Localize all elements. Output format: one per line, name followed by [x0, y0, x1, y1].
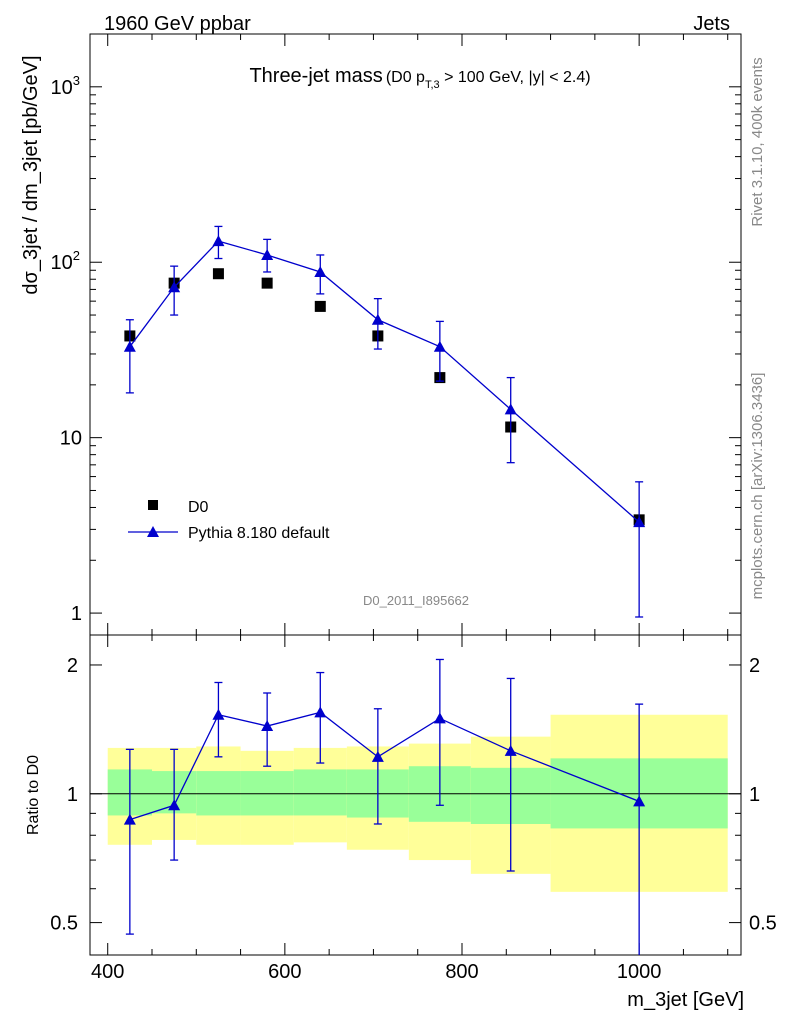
rivet-label: Rivet 3.1.10, 400k events: [749, 57, 766, 226]
header-right: Jets: [693, 13, 730, 35]
pythia-marker: [371, 313, 384, 325]
ratio-y-tick-label-left: 2: [67, 655, 78, 677]
main-frame: [89, 33, 742, 636]
main-series: [123, 225, 646, 618]
ratio-marker: [314, 706, 327, 718]
x-tick-label: 600: [268, 961, 301, 983]
pythia-marker: [433, 340, 446, 352]
d0-marker: [261, 277, 273, 289]
x-tick-label: 800: [445, 961, 478, 983]
title-main: Three-jet mass: [249, 65, 382, 87]
ratio-y-tick-label-right: 2: [749, 655, 760, 677]
d0-marker: [212, 268, 224, 280]
pythia-marker: [504, 403, 517, 415]
pythia-marker: [212, 235, 225, 247]
title-sub-rest: > 100 GeV, |y| < 2.4): [440, 69, 591, 86]
pythia-marker: [314, 265, 327, 277]
ratio-marker: [371, 750, 384, 762]
x-tick-label: 400: [91, 961, 124, 983]
ratio-y-tick-label-right: 1: [749, 784, 760, 806]
ratio-y-tick-label-right: 0.5: [749, 913, 777, 935]
xlabel: m_3jet [GeV]: [627, 989, 744, 1011]
title-sub-index: T,3: [425, 79, 440, 91]
main-y-tick-label: 102: [51, 248, 80, 274]
legend-d0-label: D0: [188, 499, 209, 516]
ratio-series: [123, 658, 646, 955]
pythia-marker: [633, 516, 646, 528]
pythia-marker: [123, 340, 136, 352]
ratio-marker: [123, 813, 136, 825]
ratio-y-tick-label-left: 1: [67, 784, 78, 806]
ratio-marker: [261, 720, 274, 732]
pythia-marker: [261, 248, 274, 260]
main-y-tick-label: 103: [51, 73, 80, 99]
main-axes: 1 10 102 103: [51, 33, 742, 636]
ratio-ylabel: Ratio to D0: [25, 755, 42, 835]
main-y-tick-label: 10: [60, 428, 82, 450]
ratio-stat-band: [293, 769, 347, 816]
pythia-marker: [168, 281, 181, 293]
header-left: 1960 GeV ppbar: [104, 13, 251, 35]
ratio-y-tick-label-left: 0.5: [50, 913, 78, 935]
legend-d0-marker: [148, 500, 158, 510]
mcplots-label: mcplots.cern.ch [arXiv:1306.3436]: [749, 373, 766, 600]
x-tick-label: 1000: [617, 961, 662, 983]
ratio-marker: [168, 799, 181, 811]
d0-marker: [314, 300, 326, 312]
pythia-line: [129, 240, 640, 523]
ratio-stat-band: [196, 771, 241, 816]
title-sub: (D0 p: [386, 69, 425, 86]
ratio-marker: [504, 744, 517, 756]
ratio-frame: [89, 634, 742, 956]
ratio-marker: [212, 708, 225, 720]
ratio-bands: [107, 714, 728, 892]
legend-pythia-marker: [147, 526, 159, 537]
main-title: Three-jet mass (D0 pT,3 > 100 GeV, |y| < …: [249, 65, 590, 91]
ratio-axes: 400 600 800 1000 0.5 0.5 1 1 2 2: [50, 34, 777, 983]
ratio-stat-band: [240, 771, 294, 816]
legend-pythia-label: Pythia 8.180 default: [188, 525, 330, 542]
legend: D0 Pythia 8.180 default: [128, 499, 330, 542]
main-ylabel: dσ_3jet / dm_3jet [pb/GeV]: [20, 55, 42, 294]
ratio-marker: [433, 712, 446, 724]
main-y-tick-label: 1: [71, 603, 82, 625]
ratio-marker: [633, 795, 646, 807]
analysis-tag: D0_2011_I895662: [363, 593, 469, 608]
